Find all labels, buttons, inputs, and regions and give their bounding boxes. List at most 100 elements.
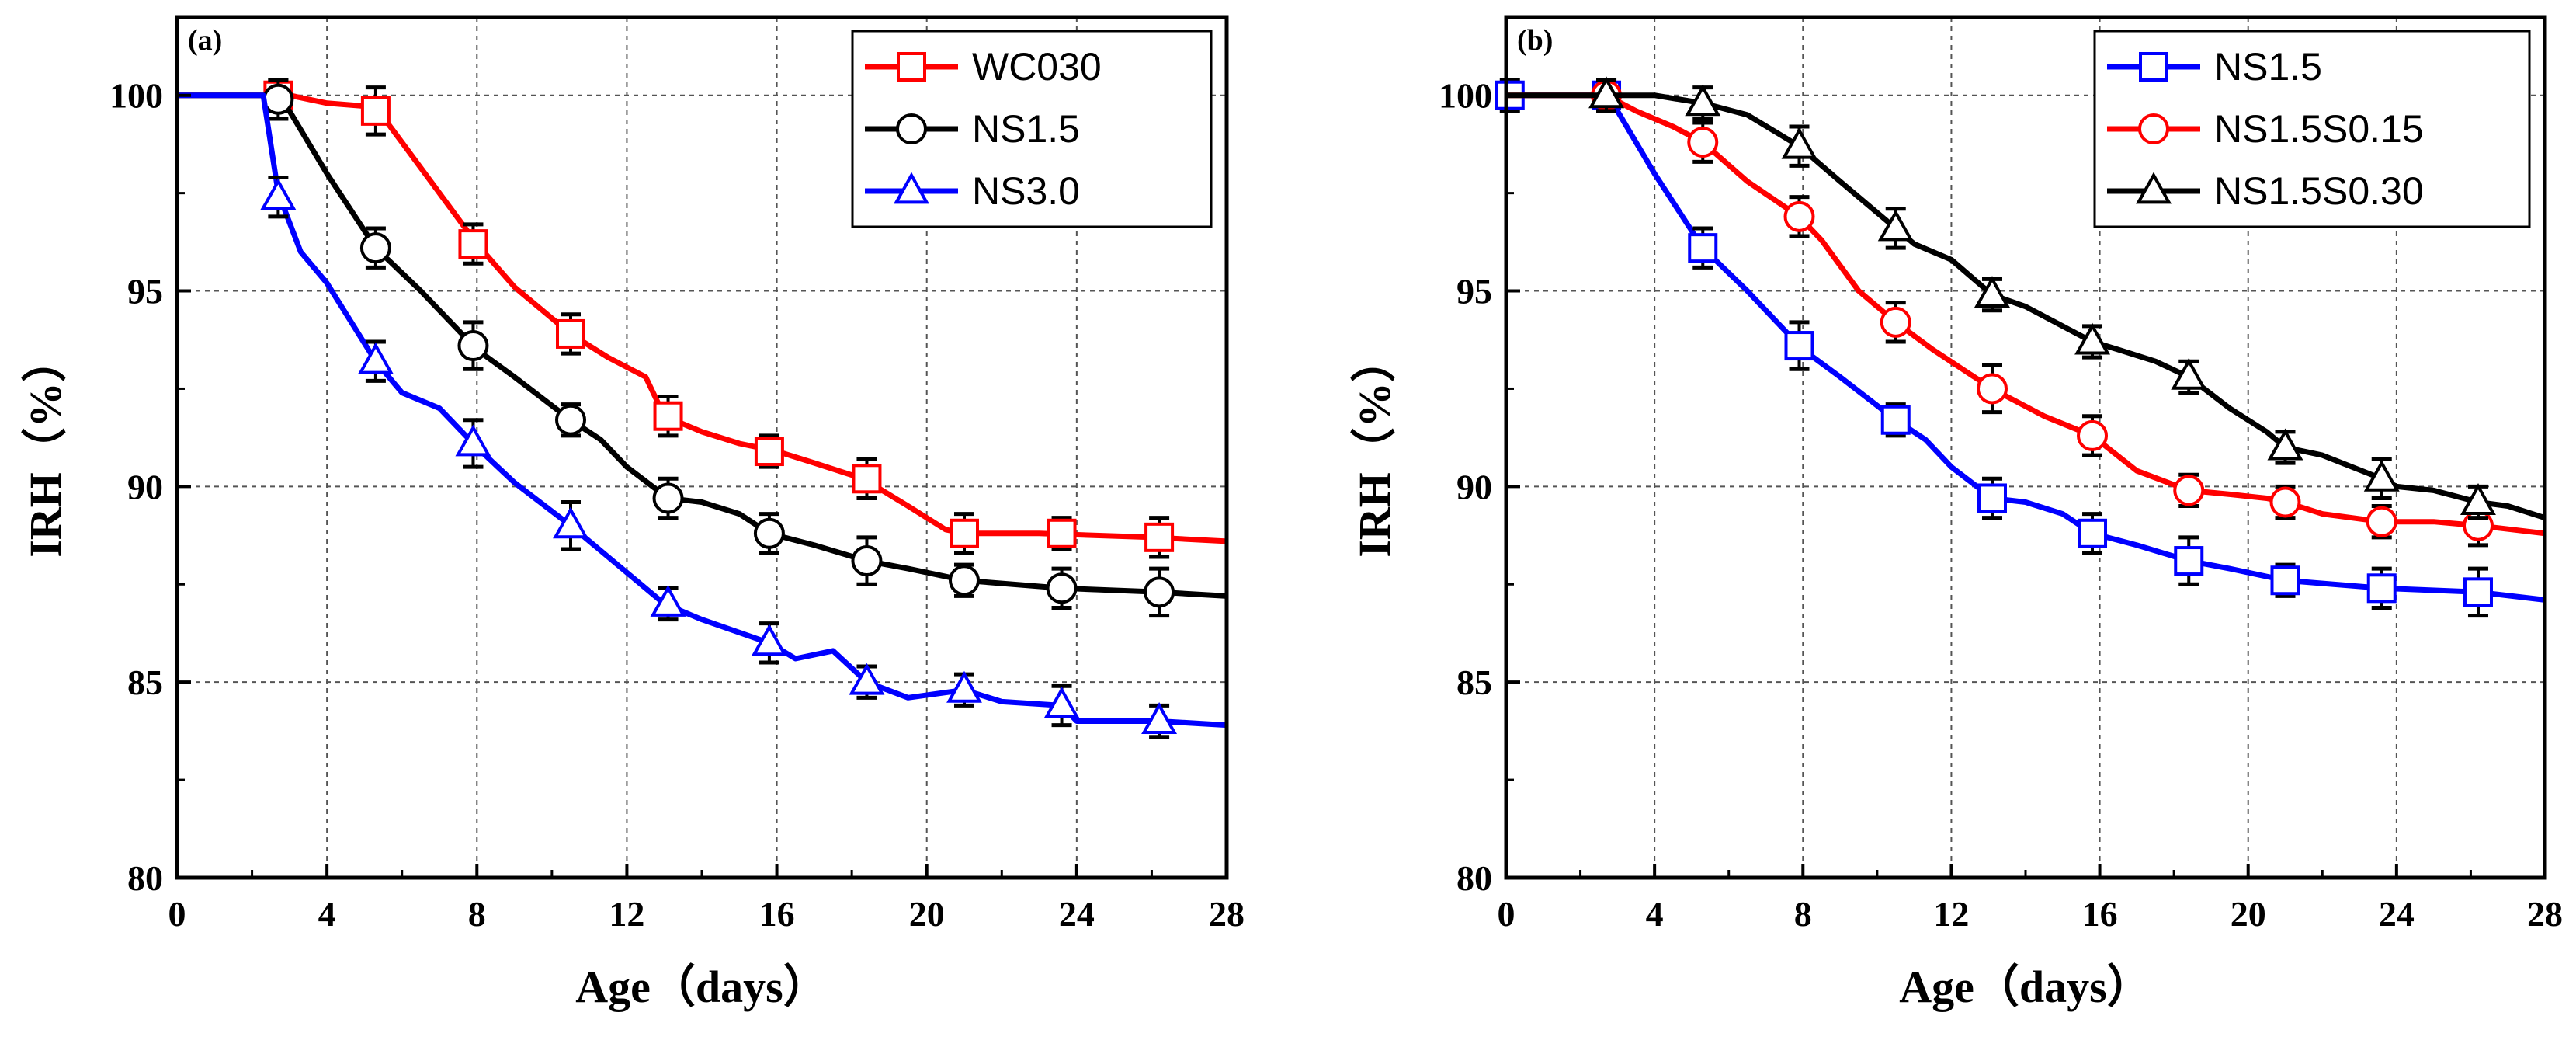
legend-marker-NS1.5S0.30 — [2135, 172, 2172, 204]
data-point-NS3.0 — [357, 342, 394, 374]
data-point-NS1.5S0.15 — [1880, 306, 1911, 338]
x-tick-label: 16 — [759, 894, 795, 934]
series-line-NS1.5 — [177, 92, 1227, 599]
x-tick-label: 28 — [1209, 894, 1245, 934]
data-point-WC030 — [653, 401, 683, 431]
data-point-NS1.5S0.15 — [1783, 200, 1815, 232]
chart-panel-a: 0 4 8 12 16 20 24 28 80 85 90 95 100 Age（days） IRH（%） (… — [20, 15, 1245, 1012]
legend-marker-NS1.5 — [2139, 52, 2168, 82]
data-point-NS1.5S0.30 — [1781, 127, 1817, 159]
data-point-NS1.5S0.15 — [1976, 373, 2008, 405]
x-tick-label: 24 — [2379, 894, 2415, 934]
data-point-WC030 — [458, 229, 488, 259]
data-point-NS1.5 — [457, 330, 489, 362]
x-tick-label: 12 — [1933, 894, 1969, 934]
legend-marker-WC030 — [897, 52, 926, 82]
data-point-NS1.5 — [1046, 572, 1078, 604]
data-point-NS1.5S0.30 — [2363, 459, 2400, 492]
data-point-WC030 — [556, 318, 585, 349]
data-point-NS1.5S0.30 — [2460, 483, 2496, 515]
x-tick-label: 8 — [468, 894, 486, 934]
data-point-NS1.5 — [851, 545, 883, 577]
data-point-NS1.5 — [2366, 573, 2397, 604]
data-point-NS1.5 — [652, 482, 684, 514]
x-axis-title: Age（days） — [1899, 962, 2151, 1012]
data-point-NS1.5 — [949, 565, 980, 597]
data-point-NS1.5S0.30 — [1974, 276, 2010, 308]
legend-label: NS1.5S0.30 — [2214, 169, 2424, 213]
x-tick-label: 0 — [168, 894, 186, 934]
legend-label: NS1.5S0.15 — [2214, 107, 2424, 151]
data-point-NS1.5 — [555, 404, 586, 436]
x-tick-label: 20 — [2231, 894, 2266, 934]
x-tick-label: 28 — [2527, 894, 2563, 934]
y-tick-label: 85 — [1456, 663, 1492, 702]
data-point-NS1.5 — [359, 232, 391, 264]
data-point-NS1.5S0.15 — [1687, 127, 1719, 158]
data-point-NS1.5 — [2270, 565, 2300, 596]
data-point-NS1.5S0.30 — [1877, 209, 1914, 242]
data-point-NS1.5S0.15 — [2366, 506, 2397, 537]
data-point-WC030 — [852, 464, 882, 494]
y-tick-label: 85 — [127, 663, 163, 702]
data-point-NS3.0 — [1043, 686, 1080, 718]
data-point-NS1.5S0.30 — [2074, 322, 2111, 355]
data-point-NS1.5 — [1977, 483, 2007, 513]
y-axis-title: IRH（%） — [1349, 337, 1400, 558]
y-tick-label: 95 — [1456, 272, 1492, 311]
data-point-NS1.5S0.15 — [2173, 475, 2205, 506]
y-tick-label: 90 — [1456, 467, 1492, 506]
data-point-NS1.5 — [2463, 577, 2493, 607]
data-point-WC030 — [754, 437, 784, 467]
data-point-WC030 — [1047, 518, 1077, 548]
data-point-WC030 — [950, 518, 979, 548]
data-point-NS3.0 — [1141, 702, 1178, 734]
x-tick-label: 24 — [1059, 894, 1095, 934]
y-tick-label: 100 — [1439, 76, 1492, 116]
data-point-WC030 — [1144, 522, 1175, 552]
data-point-NS1.5 — [2174, 546, 2204, 576]
data-point-NS1.5 — [1144, 576, 1175, 608]
x-tick-label: 20 — [909, 894, 945, 934]
y-tick-label: 80 — [1456, 858, 1492, 898]
data-point-NS1.5S0.30 — [1588, 76, 1625, 109]
data-point-NS3.0 — [455, 424, 491, 457]
data-point-NS1.5 — [2078, 518, 2108, 548]
legend-marker-NS1.5S0.15 — [2138, 113, 2169, 144]
x-tick-label: 0 — [1498, 894, 1515, 934]
legend-label: NS1.5 — [972, 107, 1080, 151]
panel-label: (a) — [188, 24, 222, 57]
legend-marker-NS3.0 — [894, 172, 929, 204]
series-line-NS1.5 — [1506, 92, 2546, 603]
data-point-NS1.5 — [1688, 233, 1718, 263]
data-point-NS3.0 — [946, 670, 982, 703]
data-point-WC030 — [360, 96, 391, 126]
panel-label: (b) — [1517, 24, 1553, 57]
data-point-NS1.5S0.30 — [1685, 84, 1721, 117]
legend-marker-NS1.5 — [896, 113, 927, 144]
data-point-NS1.5 — [262, 83, 294, 115]
legend-label: WC030 — [972, 45, 1102, 89]
x-tick-label: 4 — [318, 894, 336, 934]
x-tick-label: 4 — [1646, 894, 1664, 934]
y-axis-title: IRH（%） — [20, 337, 71, 558]
x-tick-label: 16 — [2082, 894, 2118, 934]
legend: WC030 NS1.5 NS3.0 — [851, 30, 1213, 228]
x-tick-label: 12 — [609, 894, 644, 934]
y-tick-label: 95 — [127, 272, 163, 311]
data-point-NS1.5S0.30 — [2267, 428, 2303, 461]
data-point-NS1.5S0.15 — [2269, 486, 2301, 518]
y-tick-label: 100 — [109, 76, 163, 116]
legend: NS1.5 NS1.5S0.15 NS1.5S0.30 — [2093, 30, 2531, 228]
data-point-NS1.5 — [1880, 405, 1911, 435]
data-point-NS1.5S0.15 — [2077, 419, 2109, 451]
data-point-NS1.5 — [753, 517, 785, 549]
data-point-NS3.0 — [260, 178, 297, 210]
data-point-NS1.5 — [1784, 331, 1814, 361]
y-tick-label: 90 — [127, 467, 163, 506]
data-point-NS3.0 — [751, 624, 787, 656]
x-tick-label: 8 — [1794, 894, 1812, 934]
data-point-NS1.5S0.30 — [2171, 357, 2207, 390]
legend-label: NS1.5 — [2214, 45, 2322, 89]
legend-label: NS3.0 — [972, 169, 1080, 213]
